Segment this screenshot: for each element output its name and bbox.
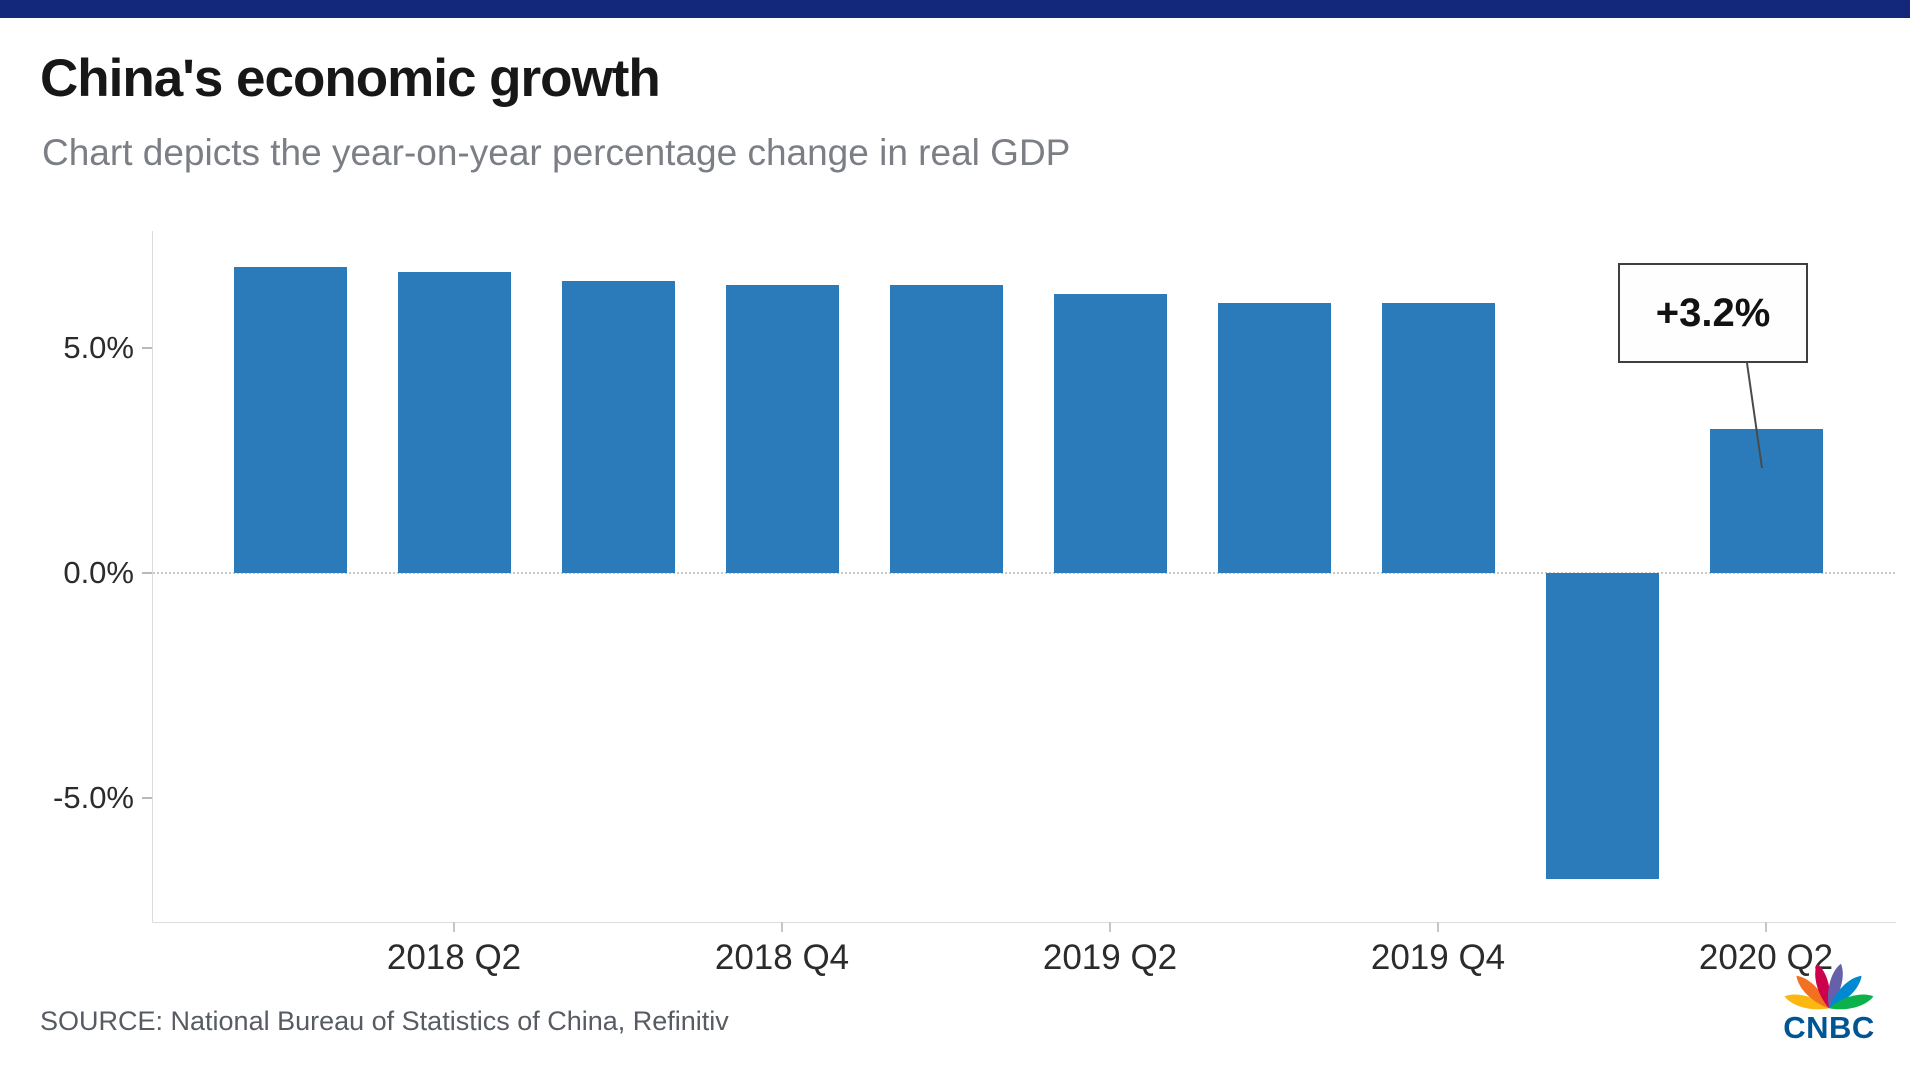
y-tick-mark [142,572,152,574]
bar-2018-Q4 [725,285,839,573]
x-tick-mark [1765,922,1767,932]
x-tick-label: 2020 Q2 [1698,938,1834,977]
top-accent-bar [0,0,1910,18]
x-axis-line [152,922,1896,923]
cnbc-logo: CNBC [1762,958,1896,1046]
x-tick-mark [453,922,455,932]
x-tick-mark [1109,922,1111,932]
y-tick-label: 0.0% [63,555,134,590]
x-tick-label: 2019 Q2 [1042,938,1178,977]
y-tick-label: 5.0% [63,330,134,365]
peacock-icon [1784,963,1874,1010]
source-text: SOURCE: National Bureau of Statistics of… [40,1006,729,1036]
y-axis-line [152,231,153,922]
bar-2019-Q3 [1217,303,1331,573]
y-tick-label: -5.0% [53,780,134,815]
x-tick-label: 2019 Q4 [1370,938,1506,977]
cnbc-wordmark: CNBC [1783,1010,1875,1045]
y-tick-mark [142,347,152,349]
bar-2019-Q2 [1053,294,1167,573]
x-tick-mark [781,922,783,932]
bar-2020-Q2 [1709,429,1823,573]
x-tick-label: 2018 Q2 [386,938,522,977]
chart-title: China's economic growth [40,49,661,108]
bar-2020-Q1 [1545,573,1659,879]
bar-2019-Q4 [1381,303,1495,573]
x-tick-label: 2018 Q4 [714,938,850,977]
annotation-label: +3.2% [1655,290,1771,335]
bar-2018-Q2 [397,271,511,573]
y-tick-mark [142,797,152,799]
annotation-box: +3.2% [1618,263,1808,363]
bar-2018-Q3 [561,280,675,573]
zero-gridline [153,572,1895,574]
bar-2019-Q1 [889,285,1003,573]
x-tick-mark [1437,922,1439,932]
chart-subtitle: Chart depicts the year-on-year percentag… [42,132,1071,173]
bar-2018-Q1 [233,267,347,573]
